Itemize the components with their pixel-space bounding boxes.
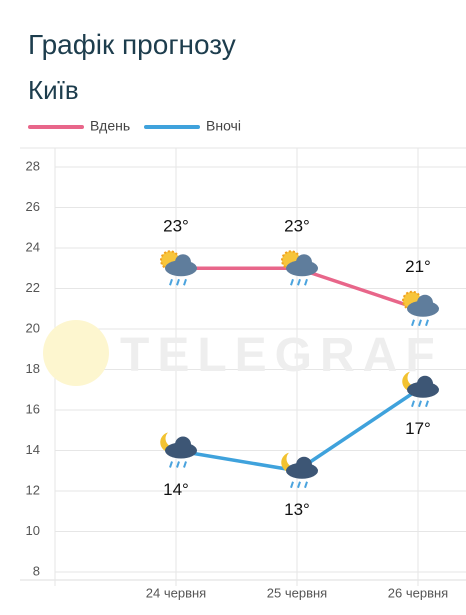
rain xyxy=(183,278,187,286)
y-tick-label: 28 xyxy=(26,158,40,173)
weather-icon xyxy=(160,250,197,286)
rain xyxy=(176,461,180,468)
weather-icon xyxy=(281,452,318,489)
y-tick-label: 18 xyxy=(26,361,40,376)
rain xyxy=(425,319,429,327)
chart-subtitle: Київ xyxy=(28,75,79,105)
y-tick-label: 20 xyxy=(26,320,40,335)
rain xyxy=(411,319,415,327)
rain xyxy=(425,400,429,408)
cloud xyxy=(417,375,433,392)
data-label: 13° xyxy=(284,500,310,519)
weather-icon xyxy=(160,432,197,468)
x-tick-label: 25 червня xyxy=(267,585,327,600)
chart-title: Графік прогнозу xyxy=(28,29,236,60)
data-label: 17° xyxy=(405,419,431,438)
cloud xyxy=(175,436,191,453)
y-tick-label: 14 xyxy=(26,442,40,457)
y-tick-label: 16 xyxy=(26,401,40,416)
rain xyxy=(411,400,415,408)
rain xyxy=(290,278,294,286)
rain xyxy=(304,481,308,489)
y-tick-label: 26 xyxy=(26,199,40,214)
legend-label: Вночі xyxy=(206,118,241,134)
weather-icon xyxy=(402,371,439,408)
rain xyxy=(176,278,180,286)
weather-icon xyxy=(281,250,318,286)
watermark-logo xyxy=(43,320,109,386)
x-tick-label: 26 червня xyxy=(388,585,448,600)
rain xyxy=(297,278,301,286)
rain xyxy=(297,481,301,489)
rain xyxy=(418,319,422,327)
y-tick-label: 24 xyxy=(26,239,40,254)
watermark: TELEGRAF xyxy=(43,320,443,386)
y-tick-label: 12 xyxy=(26,482,40,497)
rain xyxy=(290,481,294,489)
cloud xyxy=(296,456,312,473)
cloud xyxy=(417,294,433,311)
y-tick-label: 22 xyxy=(26,280,40,295)
rain xyxy=(169,278,173,286)
cloud xyxy=(296,254,312,271)
x-tick-label: 24 червня xyxy=(146,585,206,600)
weather-icon xyxy=(402,290,439,327)
legend-label: Вдень xyxy=(90,118,130,134)
watermark-text: TELEGRAF xyxy=(120,329,443,382)
data-label: 23° xyxy=(284,217,310,236)
rain xyxy=(418,400,422,408)
y-tick-label: 8 xyxy=(33,563,40,578)
rain xyxy=(183,461,187,468)
data-label: 23° xyxy=(163,217,189,236)
data-label: 21° xyxy=(405,257,431,276)
rain xyxy=(169,461,173,468)
rain xyxy=(304,278,308,286)
data-label: 14° xyxy=(163,480,189,499)
y-tick-label: 10 xyxy=(26,523,40,538)
cloud xyxy=(175,254,191,271)
